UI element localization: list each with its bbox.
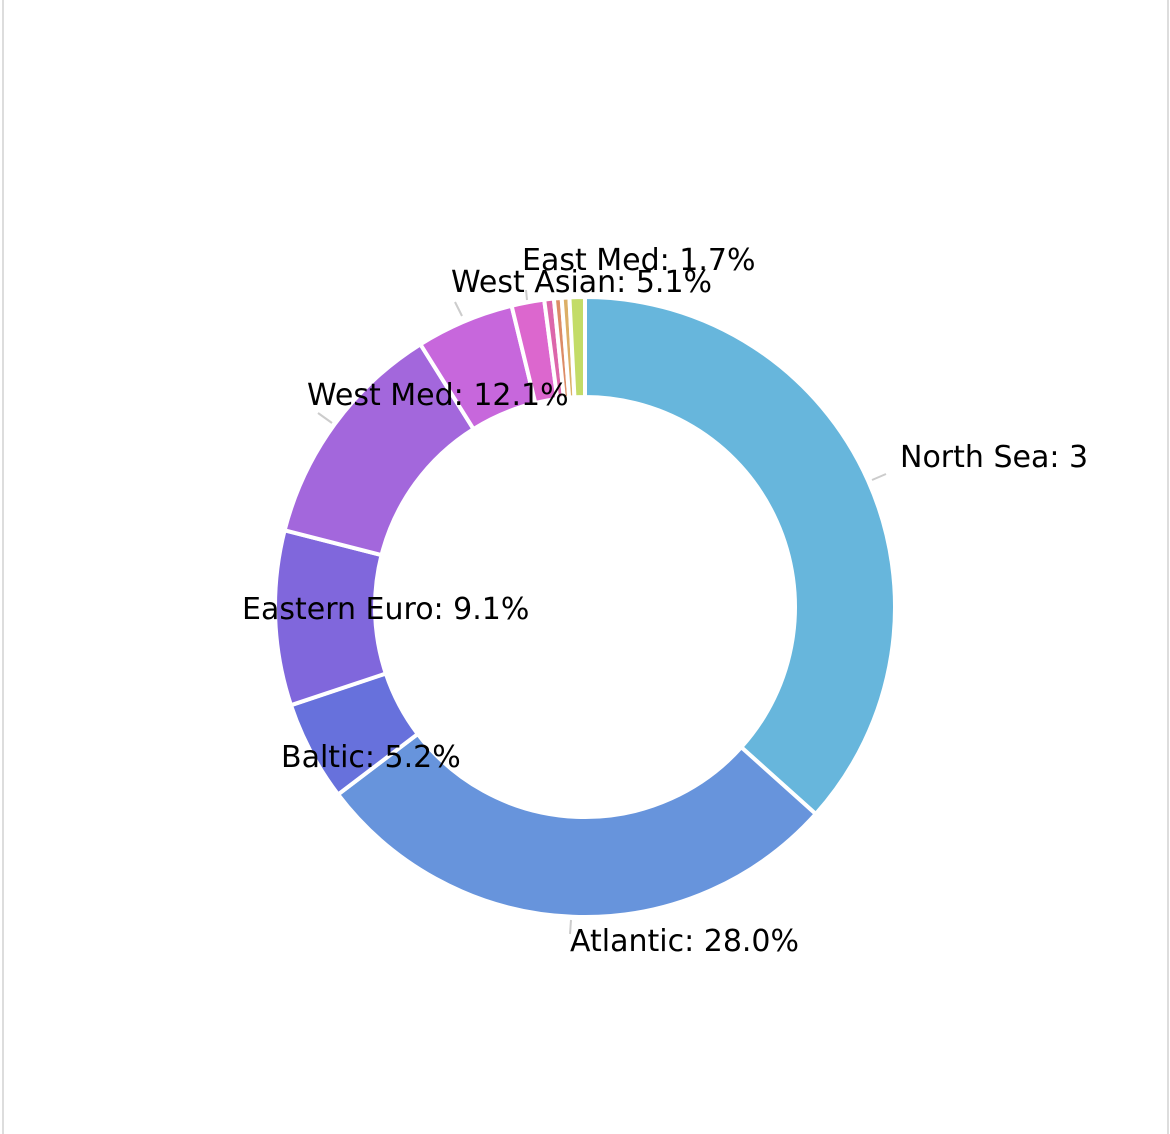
label-tick xyxy=(317,412,333,424)
slice-label: Atlantic: 28.0% xyxy=(570,924,799,959)
slice-label: East Med: 1.7% xyxy=(522,243,756,278)
slice xyxy=(583,294,897,817)
slice-label: Baltic: 5.2% xyxy=(281,740,461,775)
label-tick xyxy=(871,473,887,481)
slice-label: North Sea: 3 xyxy=(900,440,1088,475)
donut xyxy=(273,294,897,919)
label-tick xyxy=(525,289,528,301)
slice xyxy=(335,731,819,919)
label-tick xyxy=(569,919,572,935)
labels: North Sea: 3 Atlantic: 28.0% Baltic: 5.2% E… xyxy=(242,243,1088,959)
slice xyxy=(567,294,587,400)
label-tick xyxy=(454,301,463,317)
slice-label: Eastern Euro: 9.1% xyxy=(242,592,529,627)
slice-label: West Asian: 5.1% xyxy=(451,265,712,300)
slice-label: West Med: 12.1% xyxy=(307,378,569,413)
